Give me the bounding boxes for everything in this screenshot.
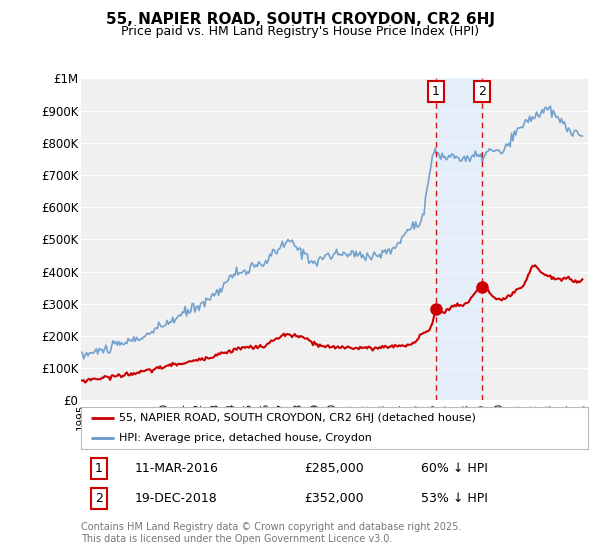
Text: £352,000: £352,000	[304, 492, 364, 505]
Bar	[436, 78, 482, 400]
Text: 53% ↓ HPI: 53% ↓ HPI	[421, 492, 488, 505]
Text: 55, NAPIER ROAD, SOUTH CROYDON, CR2 6HJ (detached house): 55, NAPIER ROAD, SOUTH CROYDON, CR2 6HJ …	[119, 413, 476, 423]
Text: 60% ↓ HPI: 60% ↓ HPI	[421, 462, 488, 475]
Text: 1: 1	[431, 85, 440, 98]
Text: HPI: Average price, detached house, Croydon: HPI: Average price, detached house, Croy…	[119, 433, 372, 443]
Text: £285,000: £285,000	[304, 462, 364, 475]
Text: 19-DEC-2018: 19-DEC-2018	[134, 492, 217, 505]
Text: 2: 2	[95, 492, 103, 505]
Text: Price paid vs. HM Land Registry's House Price Index (HPI): Price paid vs. HM Land Registry's House …	[121, 25, 479, 38]
Text: 1: 1	[95, 462, 103, 475]
Text: 2: 2	[478, 85, 486, 98]
Text: 55, NAPIER ROAD, SOUTH CROYDON, CR2 6HJ: 55, NAPIER ROAD, SOUTH CROYDON, CR2 6HJ	[106, 12, 494, 27]
Text: Contains HM Land Registry data © Crown copyright and database right 2025.
This d: Contains HM Land Registry data © Crown c…	[81, 522, 461, 544]
Text: 11-MAR-2016: 11-MAR-2016	[134, 462, 218, 475]
